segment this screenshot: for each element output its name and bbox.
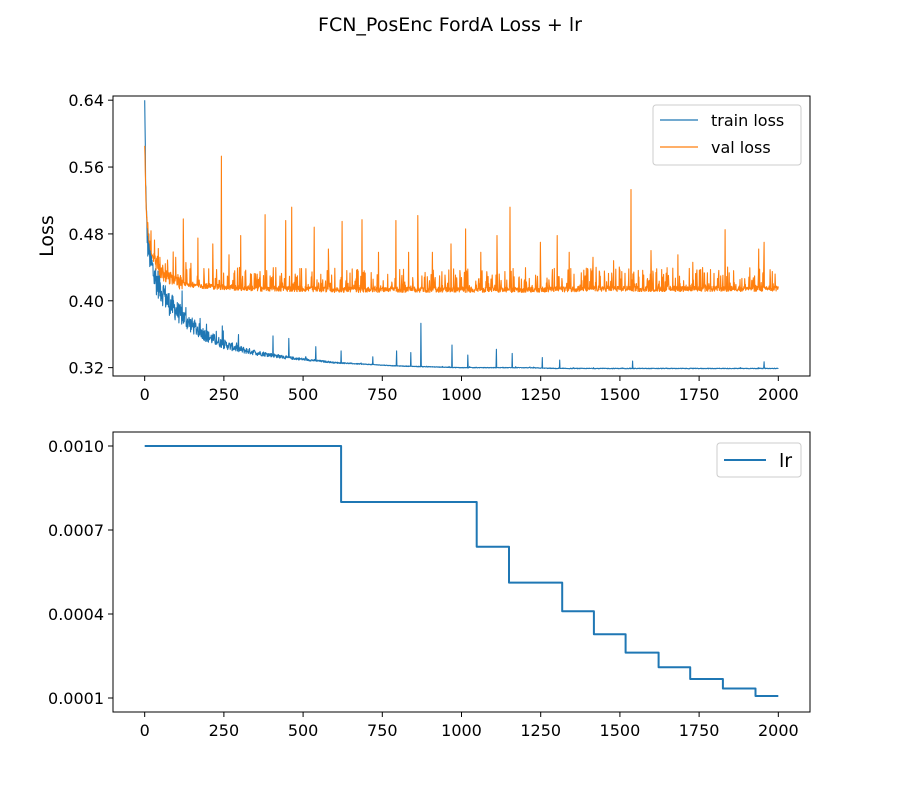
loss-y-axis-label: Loss	[36, 215, 58, 257]
loss-x-ticks: 0 250 500 750 1000 1250 1500 1750 2000	[140, 376, 799, 404]
x-tick-label: 0	[140, 385, 150, 404]
y-tick-label: 0.48	[68, 225, 104, 244]
x-tick-label: 500	[288, 385, 319, 404]
loss-axes: 0 250 500 750 1000 1250 1500 1750 2000 0.320.400…	[36, 91, 811, 404]
x-tick-label: 1250	[520, 721, 561, 740]
lr-x-ticks: 0 250 500 750 1000 1250 1500 1750 2000	[140, 712, 799, 740]
y-tick-label: 0.0007	[48, 521, 104, 540]
x-tick-label: 1750	[679, 721, 720, 740]
series-line-val-loss	[144, 145, 779, 293]
y-tick-label: 0.0010	[48, 437, 104, 456]
x-tick-label: 1000	[441, 385, 482, 404]
x-tick-label: 500	[288, 721, 319, 740]
y-tick-label: 0.56	[68, 158, 104, 177]
lr-y-ticks: 0.0001 0.0004 0.0007 0.0010	[48, 437, 113, 708]
legend-lr-label: lr	[779, 450, 792, 472]
loss-lines	[144, 100, 779, 370]
lr-lines	[144, 445, 779, 697]
lr-axes: 0 250 500 750 1000 1250 1500 1750 2000 0.00010.0…	[48, 431, 811, 740]
series-line-lr	[144, 445, 779, 697]
x-tick-label: 750	[367, 385, 398, 404]
legend-train-loss-label: train loss	[711, 111, 784, 130]
y-tick-label: 0.64	[68, 91, 104, 110]
legend-val-loss-label: val loss	[711, 138, 771, 157]
x-tick-label: 750	[367, 721, 398, 740]
y-tick-label: 0.40	[68, 292, 104, 311]
series-line-train-loss	[144, 100, 779, 370]
x-tick-label: 250	[209, 721, 240, 740]
loss-y-ticks: 0.32 0.40 0.48 0.56 0.64	[68, 91, 113, 378]
chart-title: FCN_PosEnc FordA Loss + lr	[318, 14, 582, 36]
y-tick-label: 0.0001	[48, 689, 104, 708]
x-tick-label: 1500	[600, 721, 641, 740]
x-tick-label: 2000	[758, 721, 799, 740]
x-tick-label: 250	[209, 385, 240, 404]
y-tick-label: 0.32	[68, 359, 104, 378]
loss-legend: train loss val loss	[652, 104, 802, 166]
x-tick-label: 1250	[520, 385, 561, 404]
y-tick-label: 0.0004	[48, 605, 104, 624]
lr-legend: lr	[716, 442, 802, 478]
x-tick-label: 1000	[441, 721, 482, 740]
x-tick-label: 0	[140, 721, 150, 740]
x-tick-label: 1750	[679, 385, 720, 404]
x-tick-label: 2000	[758, 385, 799, 404]
x-tick-label: 1500	[600, 385, 641, 404]
